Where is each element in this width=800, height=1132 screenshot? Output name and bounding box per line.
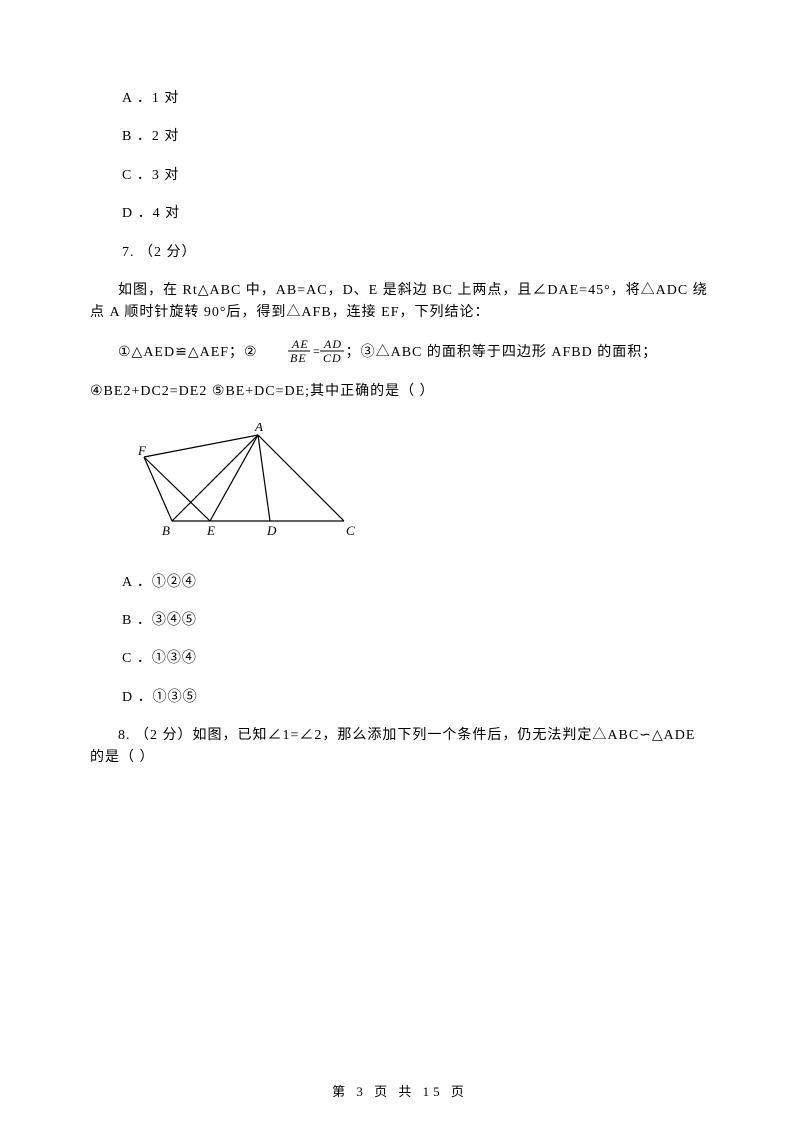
fraction-expression: AE BE = AD CD [258, 337, 346, 365]
q7-para2-pre: ①△AED≌△AEF；② [118, 345, 258, 360]
q7-option-b: B ．③④⑤ [122, 610, 710, 632]
footer-prefix: 第 [332, 1084, 356, 1099]
fraction-svg: AE BE = AD CD [286, 337, 346, 365]
q7-option-d: D ．①③⑤ [122, 687, 710, 709]
q6-option-d: D ．4 对 [122, 203, 710, 225]
footer-mid: 页 共 [367, 1084, 423, 1099]
svg-text:D: D [266, 523, 277, 538]
svg-text:B: B [162, 523, 170, 538]
svg-text:A: A [254, 423, 263, 434]
page-footer: 第 3 页 共 15 页 [0, 1081, 800, 1100]
q7-diagram: A B C D E F [138, 423, 710, 551]
footer-suffix: 页 [444, 1084, 468, 1099]
svg-text:C: C [346, 523, 355, 538]
svg-text:F: F [138, 443, 147, 458]
frac-top-left: AE [291, 337, 309, 351]
svg-text:E: E [206, 523, 215, 538]
frac-bot-left: BE [290, 351, 307, 365]
equals-sign: = [313, 344, 321, 358]
footer-current: 3 [356, 1084, 367, 1099]
frac-top-right: AD [323, 337, 342, 351]
q6-option-a: A ．1 对 [122, 88, 710, 110]
q7-para2-post: ；③△ABC 的面积等于四边形 AFBD 的面积； [346, 345, 658, 360]
q7-para2b: ④BE2+DC2=DE2 ⑤BE+DC=DE;其中正确的是（ ） [90, 381, 710, 403]
q6-option-c: C ．3 对 [122, 165, 710, 187]
q7-option-a: A ．①②④ [122, 572, 710, 594]
page-body: A ．1 对 B ．2 对 C ．3 对 D ．4 对 7. （2 分） 如图，… [0, 0, 800, 824]
q7-diagram-svg: A B C D E F [138, 423, 368, 543]
q6-option-b: B ．2 对 [122, 126, 710, 148]
footer-total: 15 [423, 1084, 444, 1099]
q7-option-c: C ．①③④ [122, 648, 710, 670]
q7-header: 7. （2 分） [122, 242, 710, 264]
q7-para1: 如图，在 Rt△ABC 中，AB=AC，D、E 是斜边 BC 上两点，且∠DAE… [90, 280, 710, 325]
q8-para1: 8. （2 分）如图，已知∠1=∠2，那么添加下列一个条件后，仍无法判定△ABC… [90, 725, 710, 770]
frac-bot-right: CD [323, 351, 342, 365]
q7-para2: ①△AED≌△AEF；② AE BE = AD CD ；③△ABC 的面积等于四… [90, 339, 710, 367]
